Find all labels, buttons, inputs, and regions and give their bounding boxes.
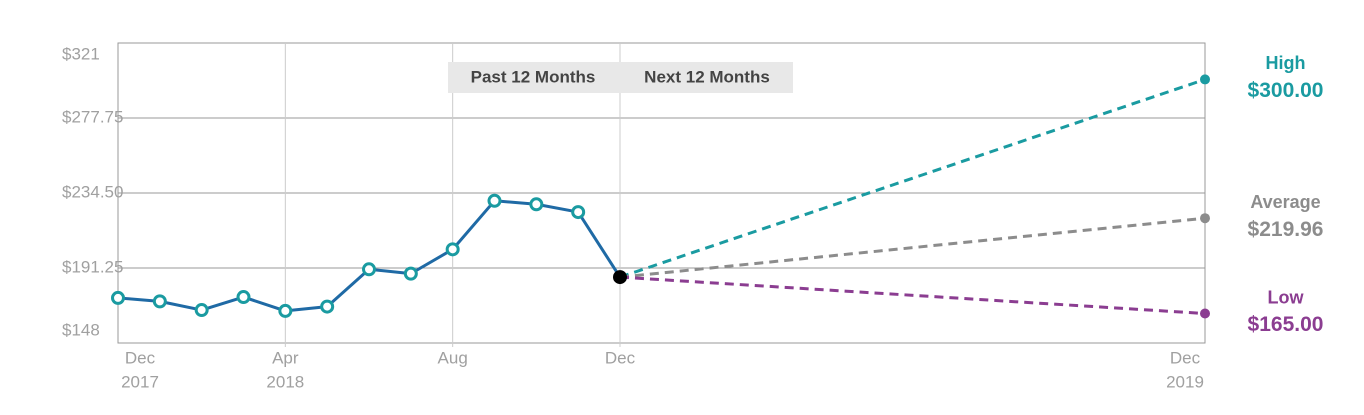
- y-tick-label: $321: [62, 44, 100, 63]
- forecast-line: [619, 275, 1206, 316]
- callout-value: $165.00: [1248, 313, 1324, 336]
- price-line: [117, 199, 622, 313]
- callout-name: High: [1266, 53, 1306, 73]
- x-tick-label: Apr: [272, 348, 299, 367]
- price-point: [194, 303, 209, 318]
- forecast-point: [1200, 74, 1210, 85]
- forecast-point: [1200, 213, 1210, 224]
- price-point: [152, 294, 167, 309]
- x-tick-label: 2018: [266, 372, 304, 391]
- x-tick-label: Dec: [1170, 348, 1201, 367]
- forecast-line: [619, 216, 1206, 279]
- price-point: [445, 242, 460, 257]
- y-tick-label: $277.75: [62, 107, 123, 126]
- x-tick-label: Aug: [438, 348, 468, 367]
- price-point: [236, 290, 251, 305]
- callout-box: [1214, 40, 1343, 119]
- price-point: [571, 205, 586, 220]
- price-point: [403, 266, 418, 281]
- x-tick-label: 2017: [121, 372, 159, 391]
- y-tick-label: $234.50: [62, 182, 123, 201]
- x-tick-label: 2019: [1166, 372, 1204, 391]
- current-point: [613, 270, 627, 285]
- next-label: Next 12 Months: [644, 67, 770, 86]
- y-tick-label: $148: [62, 320, 100, 339]
- price-point: [278, 303, 293, 318]
- x-tick-label: Dec: [605, 348, 636, 367]
- period-toggle: [448, 62, 793, 93]
- past-label: Past 12 Months: [471, 67, 596, 86]
- price-point: [529, 197, 544, 212]
- forecast-point: [1200, 308, 1210, 319]
- callout-box: [1214, 179, 1343, 258]
- price-point: [487, 193, 502, 208]
- price-point: [362, 262, 376, 277]
- price-point: [111, 290, 125, 305]
- callout-box: [1214, 274, 1343, 353]
- callout-name: Low: [1268, 287, 1305, 307]
- y-tick-label: $191.25: [62, 257, 123, 276]
- price-point: [320, 299, 335, 314]
- forecast-line: [619, 77, 1206, 279]
- callout-name: Average: [1250, 192, 1320, 212]
- x-tick-label: Dec: [125, 348, 156, 367]
- callout-value: $219.96: [1248, 218, 1324, 241]
- callout-value: $300.00: [1248, 79, 1324, 102]
